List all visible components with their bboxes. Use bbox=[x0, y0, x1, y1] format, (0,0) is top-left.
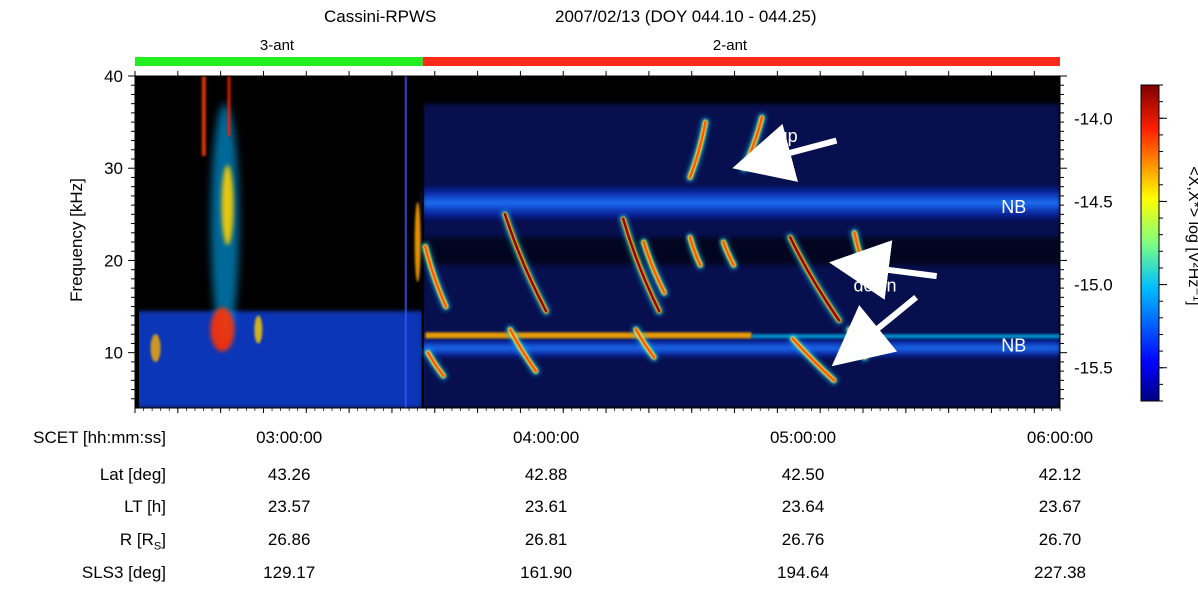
continuum-3ant bbox=[135, 311, 423, 408]
ephemeris-value: 42.50 bbox=[781, 465, 825, 484]
ephemeris-value: 227.38 bbox=[1034, 563, 1086, 582]
ephemeris-value: 05:00:00 bbox=[769, 428, 837, 447]
ephemeris-row-label: SLS3 [deg] bbox=[81, 563, 166, 582]
nb-band-1 bbox=[422, 338, 1060, 358]
down-burst-11 bbox=[791, 337, 836, 382]
ephemeris-value: 42.88 bbox=[524, 465, 568, 484]
colorbar-label: <X,X*> log [V²Hz⁻¹] bbox=[1185, 166, 1198, 306]
column-core-lower bbox=[210, 307, 235, 352]
date-range-title: 2007/02/13 (DOY 044.10 - 044.25) bbox=[555, 7, 817, 26]
annotation-up-label: up bbox=[778, 126, 798, 146]
ephemeris-row-label: SCET [hh:mm:ss] bbox=[33, 428, 166, 447]
down-burst-10 bbox=[634, 328, 656, 359]
annotation-down-label: down bbox=[853, 275, 896, 295]
down-burst-2 bbox=[621, 217, 661, 313]
column-core-upper bbox=[221, 165, 234, 246]
ephemeris-row-label: R [RS] bbox=[0, 530, 166, 552]
ephemeris-value: 42.12 bbox=[1038, 465, 1082, 484]
annotation-arrow-1 bbox=[829, 240, 938, 300]
bright-stripe bbox=[425, 332, 752, 339]
down-burst-8 bbox=[426, 351, 445, 377]
y-tick-label: 40 bbox=[104, 67, 123, 86]
antenna-segment-0 bbox=[135, 57, 423, 66]
instrument-line bbox=[404, 76, 407, 408]
down-burst-9 bbox=[508, 328, 538, 373]
colorbar-ticks: -14.0 -14.5 -15.0 -15.5 bbox=[1074, 84, 1167, 402]
ephemeris-value: 26.81 bbox=[524, 530, 568, 549]
column-side bbox=[254, 315, 263, 344]
down-burst-4 bbox=[688, 236, 702, 267]
antenna-label-3ant: 3-ant bbox=[259, 37, 295, 54]
ephemeris-label-sub: S bbox=[153, 540, 162, 553]
y-tick-label: 10 bbox=[104, 344, 123, 363]
mode-switch-line bbox=[421, 76, 424, 408]
down-burst-0 bbox=[424, 245, 448, 308]
ephemeris-value: 23.64 bbox=[781, 497, 825, 516]
ephemeris-value: 26.70 bbox=[1038, 530, 1082, 549]
down-burst-5 bbox=[722, 240, 735, 267]
antenna-mode-bar bbox=[135, 57, 1060, 66]
down-burst-1 bbox=[503, 213, 548, 313]
axes-layer: 10 20 30 40 bbox=[104, 67, 1067, 413]
early-blob bbox=[150, 334, 161, 363]
colorbar-tick-label: -15.0 bbox=[1074, 276, 1113, 295]
top-streak-2 bbox=[227, 76, 231, 136]
edge-line bbox=[135, 76, 139, 408]
gap-band bbox=[422, 237, 1060, 266]
y-axis-label: Frequency [kHz] bbox=[67, 178, 86, 302]
ephemeris-row-label: LT [h] bbox=[124, 497, 166, 516]
y-tick-label: 20 bbox=[104, 251, 123, 270]
y-tick-label: 30 bbox=[104, 159, 123, 178]
annotation-NB-label: NB bbox=[1001, 197, 1026, 217]
ephemeris-value: 194.64 bbox=[777, 563, 830, 582]
antenna-label-2ant: 2-ant bbox=[712, 37, 748, 54]
annotation-layer: up NB down NB bbox=[732, 123, 1026, 367]
instrument-title: Cassini-RPWS bbox=[324, 7, 437, 26]
ephemeris-value: 06:00:00 bbox=[1026, 428, 1094, 447]
up-burst-0 bbox=[688, 120, 707, 179]
switch-burst bbox=[414, 202, 421, 282]
ephemeris-value: 23.61 bbox=[524, 497, 568, 516]
colorbar-tick-label: -15.5 bbox=[1074, 359, 1113, 378]
ephemeris-value: 129.17 bbox=[263, 563, 316, 582]
ephemeris-value: 23.57 bbox=[267, 497, 311, 516]
top-streak-1 bbox=[201, 76, 206, 156]
ephemeris-value: 04:00:00 bbox=[513, 428, 580, 447]
antenna-segment-1 bbox=[422, 57, 1060, 66]
annotation-arrow-0 bbox=[732, 123, 838, 182]
colorbar-tick-label: -14.0 bbox=[1074, 109, 1113, 128]
ephemeris-label-end: ] bbox=[161, 530, 166, 549]
annotation-NB-label: NB bbox=[1001, 335, 1026, 355]
nb-band-0 bbox=[422, 186, 1060, 219]
colorbar-tick-label: -14.5 bbox=[1074, 192, 1113, 211]
ephemeris-value: 23.67 bbox=[1038, 497, 1082, 516]
ephemeris-value: 26.76 bbox=[781, 530, 825, 549]
bright-stripe-tail bbox=[751, 334, 1060, 339]
down-burst-3 bbox=[642, 240, 666, 294]
ephemeris-value: 26.86 bbox=[267, 530, 311, 549]
ephemeris-value: 43.26 bbox=[267, 465, 311, 484]
ephemeris-value: 161.90 bbox=[520, 563, 573, 582]
ephemeris-row-label: Lat [deg] bbox=[99, 465, 166, 484]
ephemeris-label-main: R [R bbox=[119, 530, 154, 549]
annotation-arrow-2 bbox=[831, 295, 919, 367]
colorbar bbox=[1140, 84, 1160, 402]
ephemeris-value: 03:00:00 bbox=[256, 428, 323, 447]
